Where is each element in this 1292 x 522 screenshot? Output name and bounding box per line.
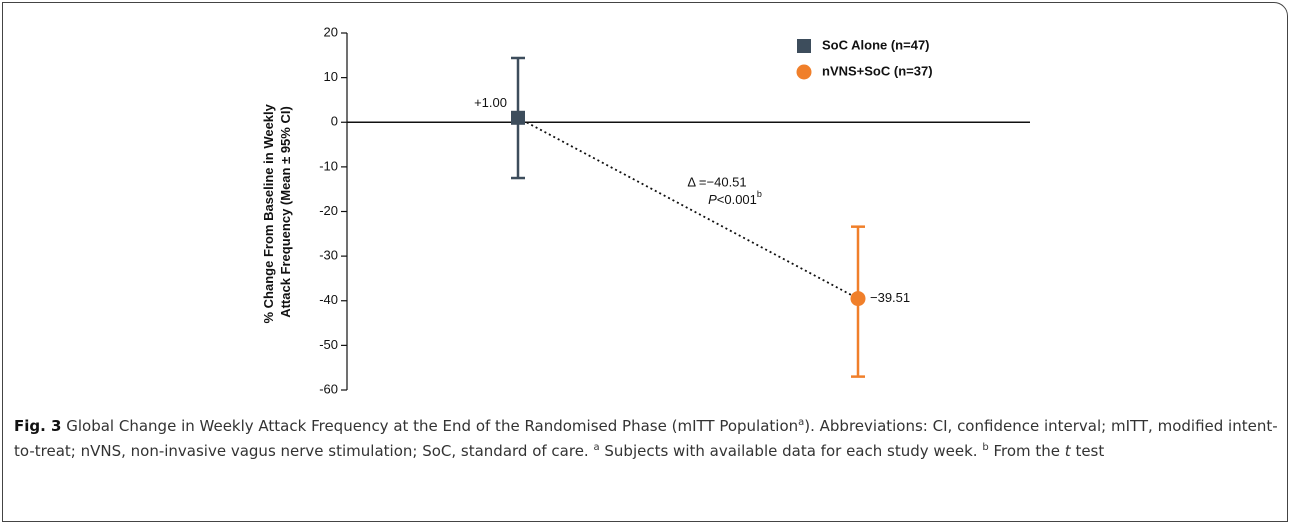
y-tick-label: 10 — [324, 69, 338, 84]
p-annotation: P<0.001b — [708, 189, 762, 207]
y-tick-label: -50 — [319, 337, 338, 352]
y-axis-label-line: Attack Frequency (Mean ± 95% CI) — [278, 106, 293, 318]
caption-text: ). Abbreviations: CI, confidence interva… — [14, 417, 1278, 460]
p-text: <0.001 — [717, 192, 757, 207]
caption-text: Subjects with available data for each st… — [599, 441, 983, 460]
y-tick-label: -30 — [319, 248, 338, 263]
y-tick-label: 20 — [324, 24, 338, 39]
y-tick-label: -10 — [319, 158, 338, 173]
caption-label: Fig. 3 — [14, 417, 62, 435]
caption-text: From the — [988, 441, 1065, 460]
data-label: −39.51 — [870, 290, 910, 305]
legend-label: SoC Alone (n=47) — [822, 37, 930, 52]
marker — [850, 291, 866, 307]
caption-sup: a — [593, 441, 600, 453]
caption-sup: b — [982, 441, 989, 453]
caption-text: Global Change in Weekly Attack Frequency… — [61, 417, 799, 435]
connector — [517, 116, 859, 300]
legend-label: nVNS+SoC (n=37) — [822, 63, 933, 78]
chart: % Change From Baseline in Weekly Attack … — [261, 24, 1030, 396]
p-italic: P — [708, 192, 717, 207]
legend-marker — [797, 39, 811, 53]
y-tick-label: 0 — [331, 114, 338, 129]
caption-text: test — [1070, 441, 1105, 460]
y-tick-label: -20 — [319, 203, 338, 218]
y-tick-label: -60 — [319, 381, 338, 396]
marker — [511, 110, 525, 125]
y-axis-label-line: % Change From Baseline in Weekly — [261, 103, 276, 323]
delta-annotation: Δ =−40.51 — [687, 174, 746, 189]
caption-italic: t — [1064, 441, 1071, 460]
caption-sup: a — [798, 417, 805, 428]
legend-marker — [796, 64, 812, 80]
p-sup: b — [757, 189, 762, 199]
caption: Fig. 3 Global Change in Weekly Attack Fr… — [14, 414, 1282, 463]
y-axis-label: % Change From Baseline in Weekly Attack … — [261, 100, 293, 323]
y-tick-label: -40 — [319, 292, 338, 307]
data-label: +1.00 — [474, 95, 507, 110]
